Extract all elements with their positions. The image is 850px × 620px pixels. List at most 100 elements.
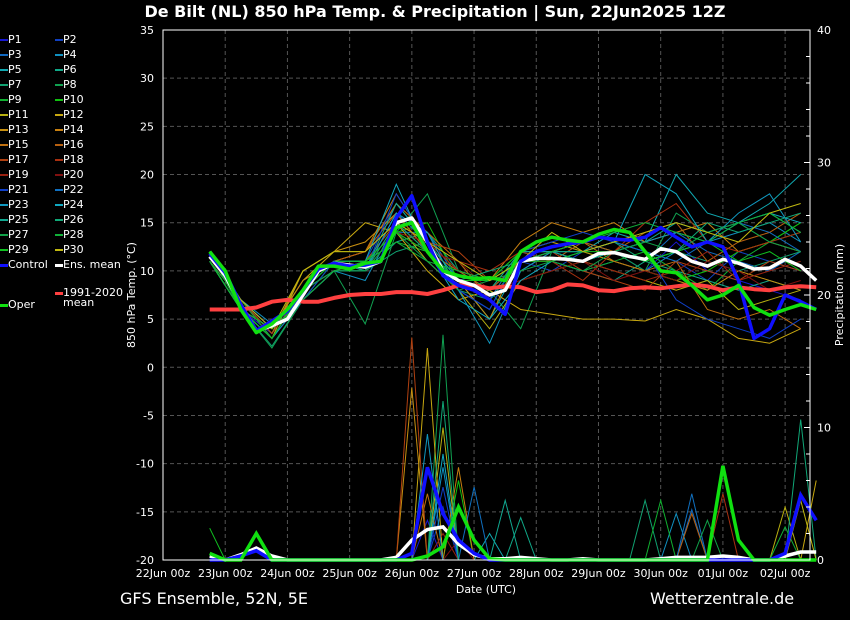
legend-swatch xyxy=(0,204,8,206)
y-tick-label: -5 xyxy=(143,409,154,422)
y-tick-label: 35 xyxy=(140,24,154,37)
legend-swatch xyxy=(55,69,63,71)
legend-swatch xyxy=(0,69,8,71)
legend-swatch xyxy=(55,292,63,295)
member-precip-line-p16 xyxy=(209,512,817,561)
y2-tick-label: 0 xyxy=(817,554,824,567)
legend-label: P11 xyxy=(8,108,29,121)
y-tick-label: 0 xyxy=(147,361,154,374)
legend-swatch xyxy=(0,174,8,176)
legend-swatch xyxy=(55,264,63,267)
legend-swatch xyxy=(55,84,63,86)
legend-label: Ens. mean xyxy=(63,258,121,271)
legend-swatch xyxy=(55,54,63,56)
legend-swatch xyxy=(0,129,8,131)
legend-label: P17 xyxy=(8,153,29,166)
legend-label: P5 xyxy=(8,63,22,76)
legend-label: 1991-2020 xyxy=(63,286,123,299)
legend-label: P26 xyxy=(63,213,84,226)
plot-frame xyxy=(162,29,811,561)
legend-swatch xyxy=(0,219,8,221)
legend-label: P24 xyxy=(63,198,84,211)
legend-label: P8 xyxy=(63,78,77,91)
legend-swatch xyxy=(55,234,63,236)
member-precip-line-p21 xyxy=(209,486,817,561)
x-tick-label: 23Jun 00z xyxy=(198,567,253,580)
legend-label: P22 xyxy=(63,183,84,196)
x-tick-label: 02Jul 00z xyxy=(760,567,811,580)
legend-swatch xyxy=(0,114,8,116)
legend-swatch xyxy=(55,159,63,161)
legend-label: P23 xyxy=(8,198,29,211)
y-tick-label: 20 xyxy=(140,169,154,182)
member-precip-line-p6 xyxy=(209,516,817,561)
legend-label: P20 xyxy=(63,168,84,181)
legend-label: P30 xyxy=(63,243,84,256)
legend-swatch xyxy=(55,114,63,116)
legend-label: P21 xyxy=(8,183,29,196)
x-tick-label: 24Jun 00z xyxy=(260,567,315,580)
legend-label: P29 xyxy=(8,243,29,256)
legend-swatch xyxy=(55,144,63,146)
x-axis-label: Date (UTC) xyxy=(456,583,516,596)
legend-swatch xyxy=(55,174,63,176)
x-tick-label: 29Jun 00z xyxy=(571,567,626,580)
legend-swatch xyxy=(0,189,8,191)
legend-swatch xyxy=(0,39,8,41)
legend-swatch xyxy=(55,189,63,191)
legend-label: P14 xyxy=(63,123,84,136)
legend-label: mean xyxy=(63,296,95,309)
legend-label: P15 xyxy=(8,138,29,151)
legend-label: P25 xyxy=(8,213,29,226)
y-axis-label: 850 hPa Temp. (°C) xyxy=(125,242,138,348)
legend-label: P2 xyxy=(63,33,77,46)
y-tick-label: 30 xyxy=(140,72,154,85)
member-precip-line-p25 xyxy=(209,498,817,561)
precip-line-oper xyxy=(209,465,817,562)
legend-swatch xyxy=(55,39,63,41)
legend-swatch xyxy=(0,144,8,146)
model-info: GFS Ensemble, 52N, 5E xyxy=(120,589,308,608)
legend-label: P18 xyxy=(63,153,84,166)
member-precip-line-p8 xyxy=(209,334,817,561)
y-tick-label: 5 xyxy=(147,313,154,326)
member-precip-line-p18 xyxy=(209,493,817,561)
legend-label: P10 xyxy=(63,93,84,106)
site-name: Wetterzentrale.de xyxy=(650,589,795,608)
legend-swatch xyxy=(55,219,63,221)
y-tick-label: 15 xyxy=(140,217,154,230)
member-precip-line-p17 xyxy=(209,337,817,561)
y2-tick-label: 20 xyxy=(817,289,831,302)
x-tick-label: 26Jun 00z xyxy=(385,567,440,580)
legend-label: P9 xyxy=(8,93,22,106)
legend-swatch xyxy=(0,84,8,86)
legend-label: Control xyxy=(8,258,48,271)
x-tick-label: 22Jun 00z xyxy=(136,567,191,580)
y2-tick-label: 10 xyxy=(817,422,831,435)
legend-label: P6 xyxy=(63,63,77,76)
legend-label: P7 xyxy=(8,78,22,91)
chart-title: De Bilt (NL) 850 hPa Temp. & Precipitati… xyxy=(144,2,726,21)
legend-label: P27 xyxy=(8,228,29,241)
x-tick-label: 30Jun 00z xyxy=(633,567,688,580)
y2-tick-label: 40 xyxy=(817,24,831,37)
y-tick-label: -20 xyxy=(136,554,154,567)
legend-label: Oper xyxy=(8,298,35,311)
x-tick-label: 27Jun 00z xyxy=(447,567,502,580)
legend-label: P1 xyxy=(8,33,22,46)
legend-swatch xyxy=(55,99,63,101)
temp-line-ens-mean xyxy=(208,216,818,333)
y-tick-label: -15 xyxy=(136,506,154,519)
x-tick-label: 28Jun 00z xyxy=(509,567,564,580)
member-precip-line-p23 xyxy=(209,434,817,561)
member-precip-line-p10 xyxy=(209,480,817,561)
legend-swatch xyxy=(0,159,8,161)
y2-axis-label: Precipitation (mm) xyxy=(833,244,846,346)
legend-swatch xyxy=(0,249,8,251)
y-tick-label: 25 xyxy=(140,120,154,133)
member-temp-line-p30 xyxy=(209,203,801,330)
x-tick-label: 01Jul 00z xyxy=(698,567,749,580)
x-tick-label: 25Jun 00z xyxy=(322,567,377,580)
